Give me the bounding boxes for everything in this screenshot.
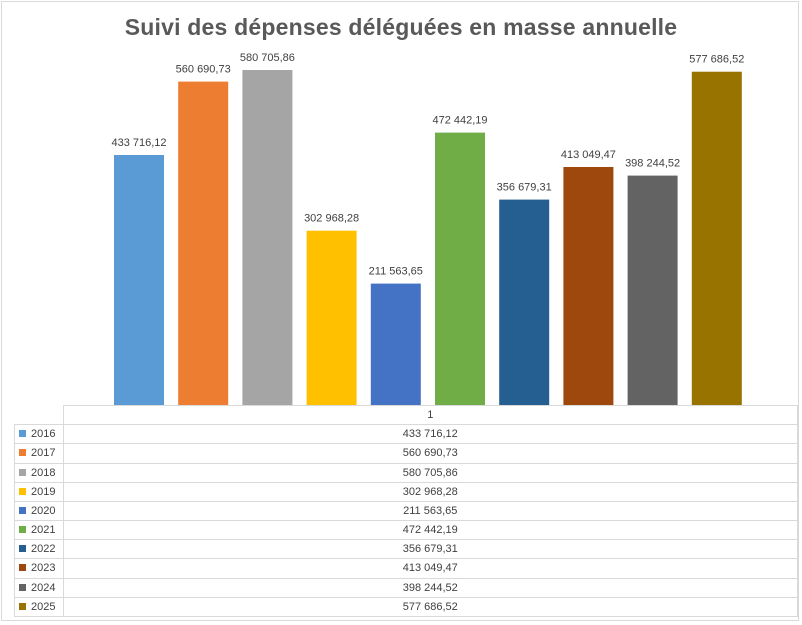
legend-swatch: [19, 468, 26, 476]
table-row: 2022 356 679,31: [14, 539, 798, 560]
data-table: 1 2016 433 716,12 2017 560 690,73 2018 580 70…: [14, 404, 798, 618]
data-label-2020: 211 563,65: [369, 266, 423, 278]
legend-key-2018: 2018: [14, 462, 64, 483]
legend-swatch: [19, 506, 26, 514]
legend-label: 2020: [31, 504, 56, 517]
table-row: 2024 398 244,52: [14, 577, 798, 598]
legend-key-2020: 2020: [14, 500, 64, 522]
data-label-2022: 356 679,31: [497, 182, 552, 194]
data-label-2016: 433 716,12: [111, 137, 166, 149]
legend-key-2017: 2017: [14, 443, 64, 464]
data-label-2021: 472 442,19: [432, 115, 487, 127]
table-value-2019: 302 968,28: [62, 481, 798, 502]
chart-title: Suivi des dépenses déléguées en masse an…: [124, 14, 678, 40]
legend-label: 2024: [31, 581, 56, 594]
bar-2018: [242, 70, 293, 406]
legend-key-2023: 2023: [14, 558, 64, 579]
legend-label: 2021: [31, 524, 56, 537]
legend-label: 2022: [31, 543, 56, 556]
bar-2017: [178, 81, 229, 406]
table-category-header: 1: [62, 404, 798, 426]
table-row: 2017 560 690,73: [14, 443, 798, 464]
table-row: 2018 580 705,86: [14, 462, 798, 483]
legend-swatch: [19, 526, 26, 534]
table-value-2016: 433 716,12: [62, 424, 798, 445]
plot-area: 433 716,12 560 690,73 580 705,86 302 968,28…: [111, 52, 744, 406]
data-label-2023: 413 049,47: [561, 149, 616, 161]
table-value-2022: 356 679,31: [62, 539, 798, 560]
legend-key-2021: 2021: [14, 520, 64, 541]
data-label-2024: 398 244,52: [625, 158, 680, 170]
legend-label: 2023: [31, 562, 56, 575]
legend-label: 2019: [31, 485, 56, 498]
bar-2021: [435, 132, 485, 406]
legend-swatch: [19, 602, 26, 610]
table-row: 2021 472 442,19: [14, 520, 798, 541]
bar-2023: [563, 167, 614, 406]
table-value-2021: 472 442,19: [62, 520, 798, 541]
table-value-2023: 413 049,47: [62, 558, 798, 579]
legend-key-2022: 2022: [14, 539, 64, 560]
legend-label: 2017: [31, 447, 56, 460]
bar-2020: [370, 283, 421, 406]
table-row: 2020 211 563,65: [14, 500, 798, 522]
table-row: 2025 577 686,52: [14, 596, 798, 618]
bar-2022: [499, 199, 550, 406]
bar-2024: [627, 175, 678, 406]
table-value-2025: 577 686,52: [62, 596, 798, 618]
legend-label: 2025: [31, 600, 56, 613]
table-corner: [14, 405, 64, 426]
table-value-2020: 211 563,65: [62, 500, 798, 522]
bar-2025: [691, 71, 742, 406]
legend-label: 2016: [31, 428, 56, 441]
legend-swatch: [19, 583, 26, 591]
data-label-2025: 577 686,52: [689, 54, 744, 66]
legend-label: 2018: [31, 466, 56, 479]
table-value-2024: 398 244,52: [62, 577, 798, 598]
table-value-2017: 560 690,73: [62, 443, 798, 464]
legend-swatch: [19, 449, 26, 457]
table-header-row: 1: [14, 404, 798, 426]
legend-swatch: [19, 564, 26, 572]
legend-swatch: [19, 430, 26, 438]
legend-key-2016: 2016: [14, 424, 64, 445]
legend-swatch: [19, 545, 26, 553]
data-label-2017: 560 690,73: [176, 64, 231, 76]
data-label-2018: 580 705,86: [240, 52, 295, 64]
legend-key-2024: 2024: [14, 577, 64, 598]
data-label-2019: 302 968,28: [304, 213, 359, 225]
bar-2016: [114, 155, 164, 406]
table-row: 2019 302 968,28: [14, 481, 798, 502]
bar-2019: [306, 230, 357, 406]
table-value-2018: 580 705,86: [62, 462, 798, 483]
table-row: 2016 433 716,12: [14, 424, 798, 445]
legend-swatch: [19, 487, 26, 495]
table-row: 2023 413 049,47: [14, 558, 798, 579]
legend-key-2025: 2025: [14, 596, 64, 618]
legend-key-2019: 2019: [14, 481, 64, 502]
